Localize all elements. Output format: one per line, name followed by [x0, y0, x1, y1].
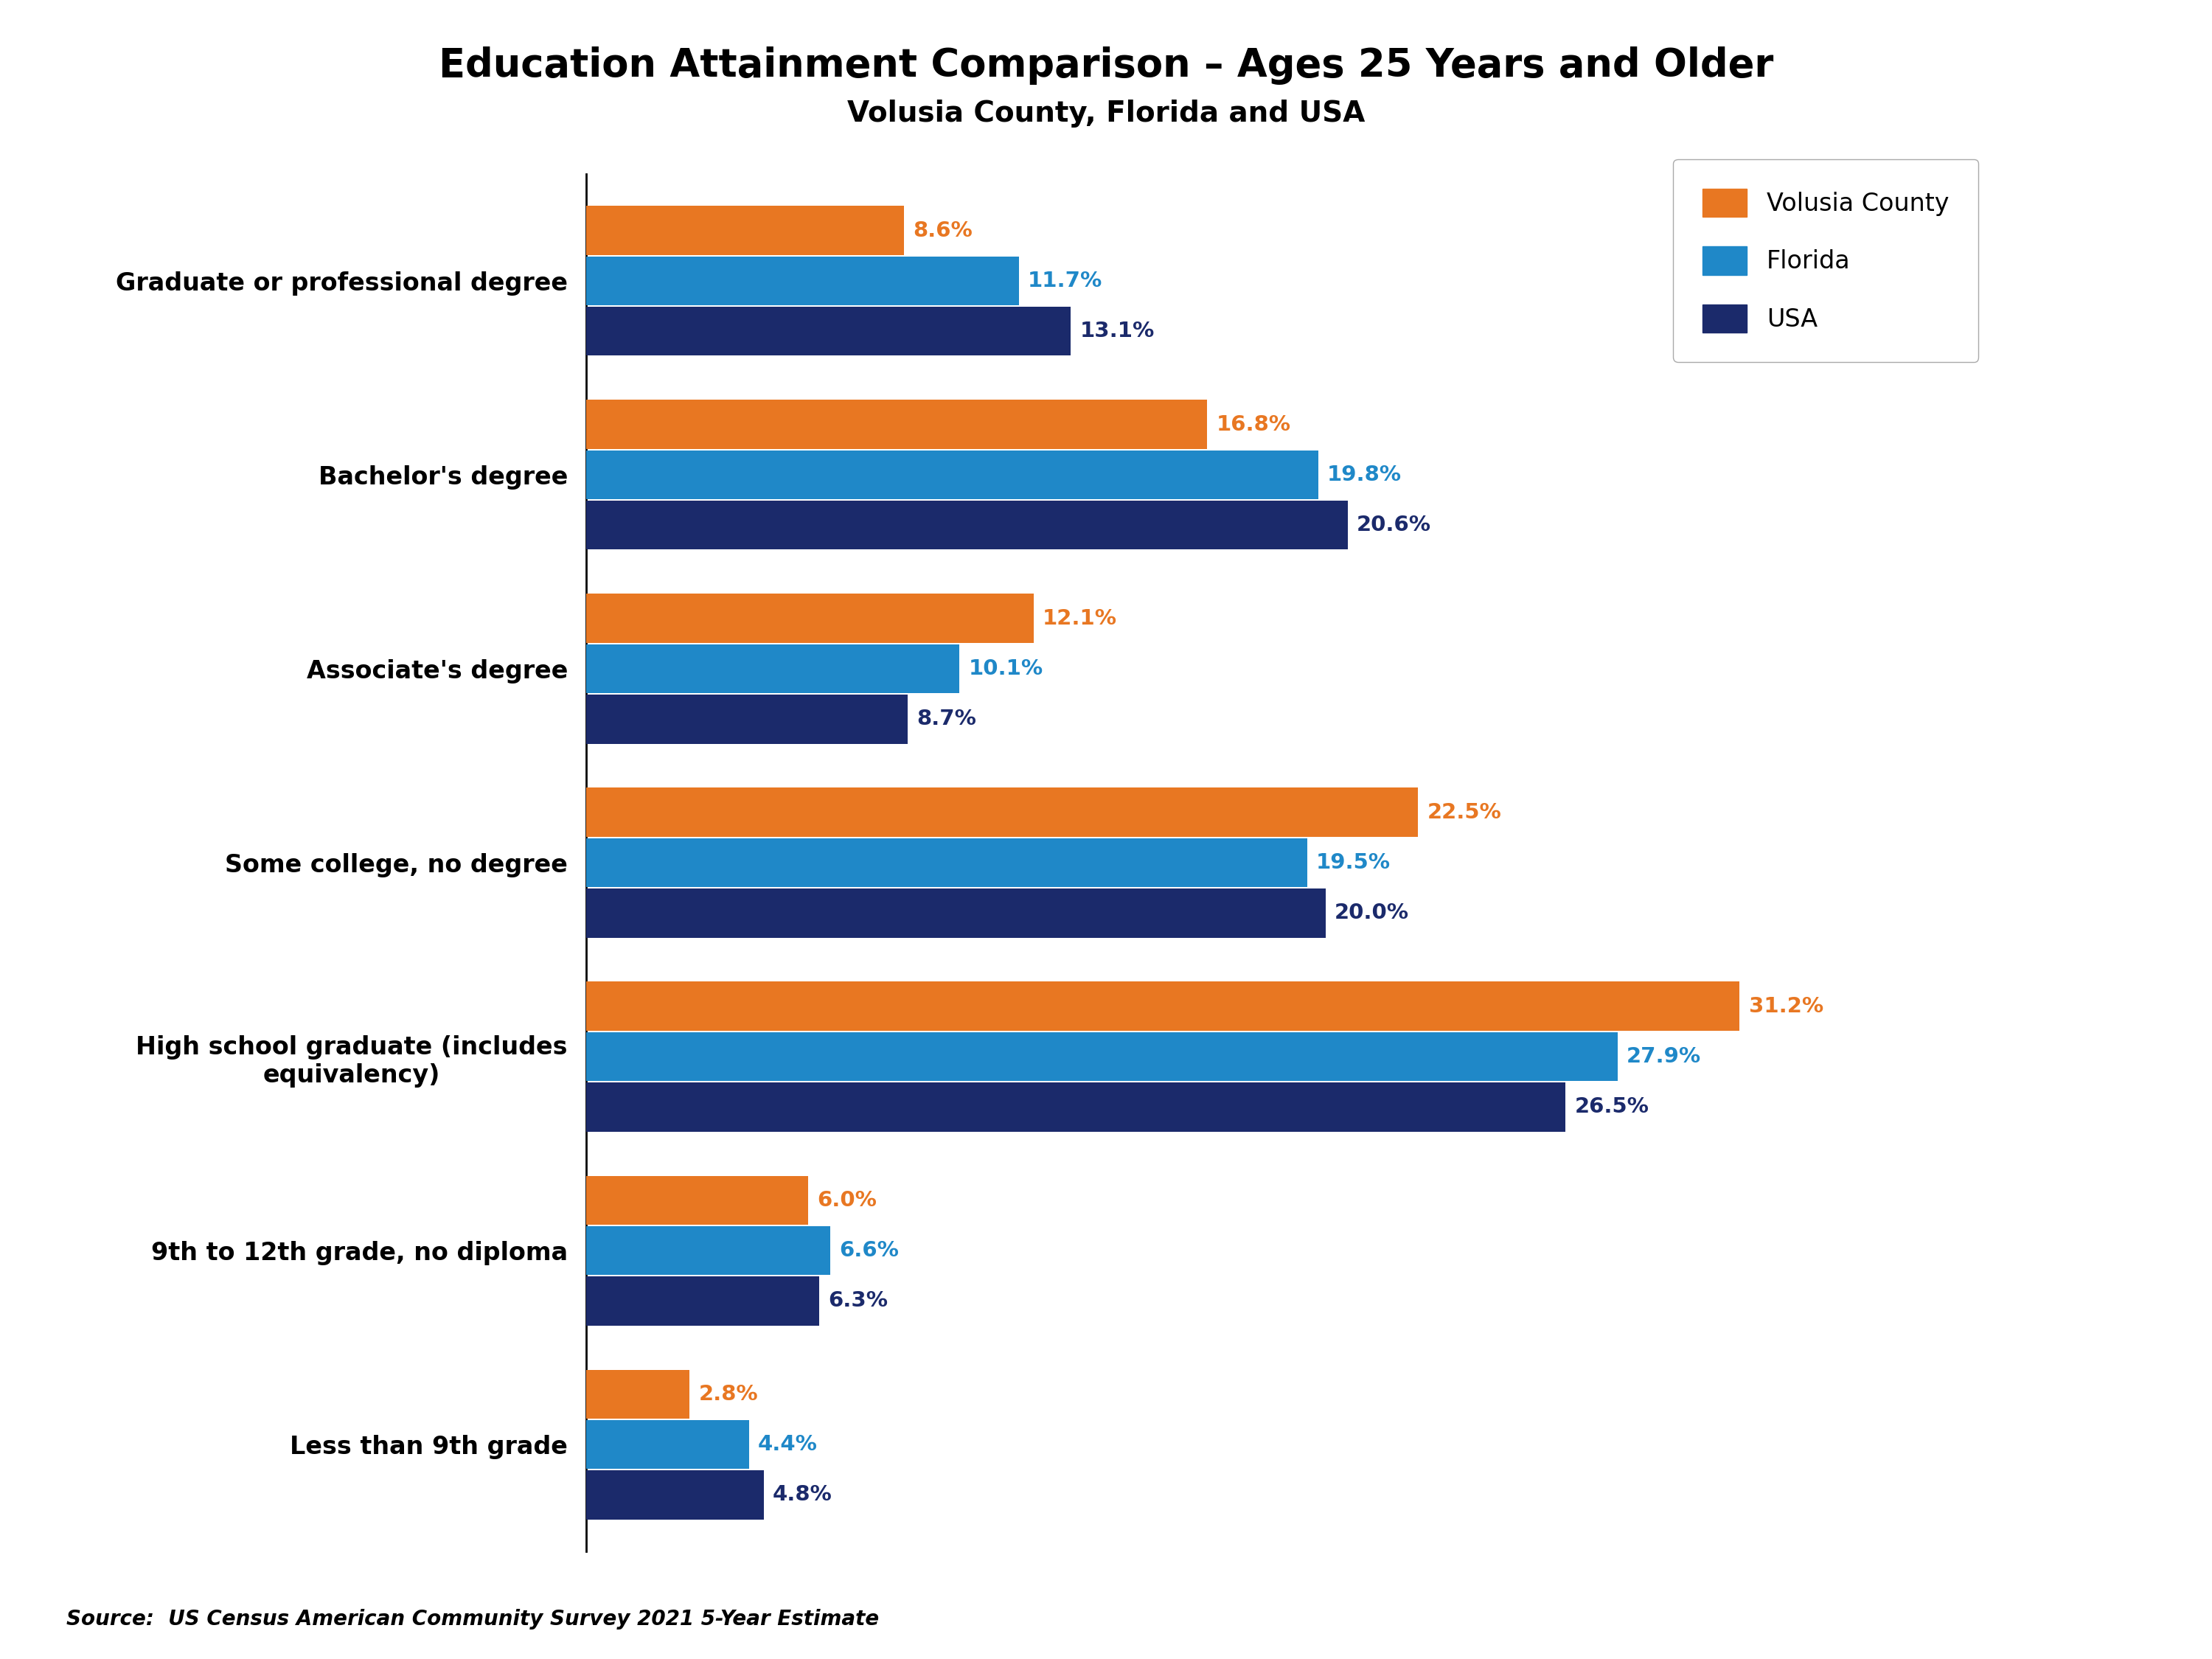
Bar: [586, 1176, 807, 1224]
Text: 27.9%: 27.9%: [1626, 1047, 1701, 1067]
Text: 31.2%: 31.2%: [1750, 995, 1823, 1017]
Text: 20.6%: 20.6%: [1356, 514, 1431, 536]
Text: 22.5%: 22.5%: [1427, 801, 1502, 823]
Text: Volusia County, Florida and USA: Volusia County, Florida and USA: [847, 100, 1365, 128]
Bar: [586, 1083, 1566, 1131]
Bar: [586, 594, 1033, 642]
Text: 6.3%: 6.3%: [827, 1291, 887, 1311]
Text: 10.1%: 10.1%: [969, 659, 1044, 679]
Text: 6.6%: 6.6%: [838, 1241, 898, 1261]
Text: 20.0%: 20.0%: [1334, 902, 1409, 924]
Bar: [586, 307, 1071, 355]
Text: 11.7%: 11.7%: [1029, 270, 1102, 292]
Bar: [586, 788, 1418, 836]
Bar: [586, 1032, 1617, 1082]
Bar: [586, 400, 1208, 450]
Text: 13.1%: 13.1%: [1079, 320, 1155, 342]
Bar: [586, 644, 960, 693]
Text: 26.5%: 26.5%: [1575, 1097, 1650, 1118]
Bar: [586, 695, 907, 743]
Text: 19.5%: 19.5%: [1316, 853, 1391, 873]
Text: 6.0%: 6.0%: [816, 1190, 876, 1211]
Bar: [586, 1276, 818, 1326]
Bar: [586, 1370, 690, 1418]
Bar: [586, 1420, 750, 1468]
Text: 4.8%: 4.8%: [772, 1485, 832, 1505]
Bar: [586, 982, 1739, 1030]
Text: 2.8%: 2.8%: [699, 1384, 759, 1405]
Bar: [586, 450, 1318, 499]
Bar: [586, 838, 1307, 888]
Bar: [586, 257, 1020, 305]
Text: 12.1%: 12.1%: [1042, 607, 1117, 629]
Bar: [586, 206, 905, 255]
Text: Education Attainment Comparison – Ages 25 Years and Older: Education Attainment Comparison – Ages 2…: [438, 46, 1774, 85]
Text: 4.4%: 4.4%: [759, 1433, 818, 1455]
Bar: [586, 501, 1347, 549]
Text: 8.7%: 8.7%: [918, 708, 978, 730]
Text: 16.8%: 16.8%: [1217, 415, 1292, 435]
Text: 8.6%: 8.6%: [914, 221, 973, 241]
Legend: Volusia County, Florida, USA: Volusia County, Florida, USA: [1672, 159, 1978, 362]
Text: 19.8%: 19.8%: [1327, 465, 1402, 484]
Bar: [586, 1226, 830, 1276]
Text: Source:  US Census American Community Survey 2021 5-Year Estimate: Source: US Census American Community Sur…: [66, 1609, 878, 1629]
Bar: [586, 1470, 763, 1520]
Bar: [586, 889, 1325, 937]
